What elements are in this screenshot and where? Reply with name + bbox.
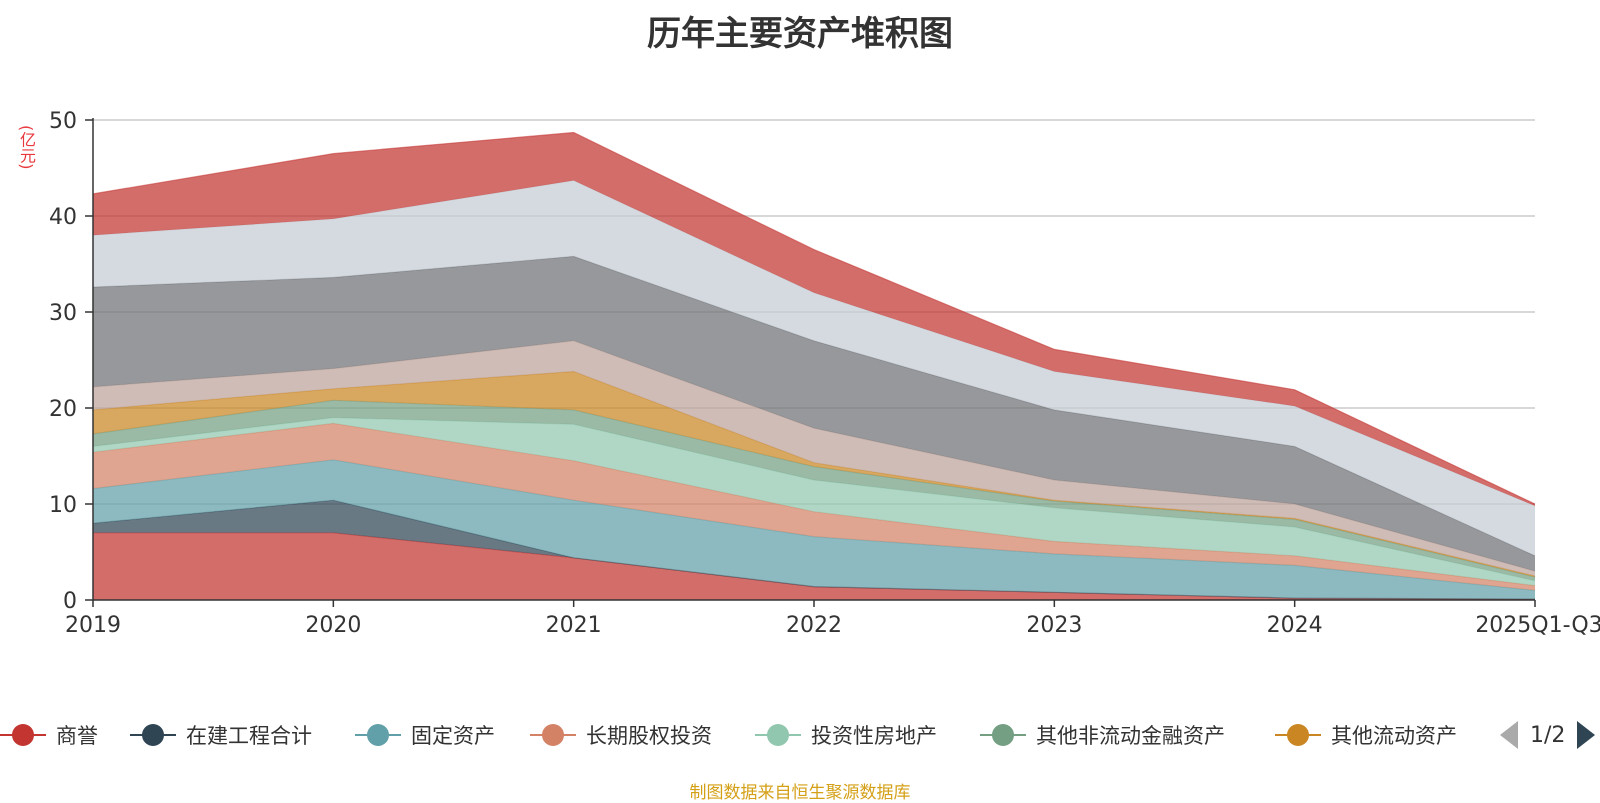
y-tick-label: 0 [63, 589, 77, 614]
legend-item-2[interactable]: 固定资产 [355, 715, 495, 755]
legend-label: 其他流动资产 [1331, 724, 1457, 748]
y-tick-label: 40 [49, 205, 77, 230]
area-layer [92, 131, 1536, 600]
legend-swatch-icon [1275, 720, 1321, 750]
legend-item-4[interactable]: 投资性房地产 [755, 715, 937, 755]
legend-item-3[interactable]: 长期股权投资 [530, 715, 712, 755]
legend-swatch-icon [980, 720, 1026, 750]
area-series-0[interactable] [93, 532, 1535, 600]
legend-label: 固定资产 [411, 724, 495, 748]
area-series-edge-10 [92, 131, 1536, 505]
legend-pager: 1/2 [1500, 715, 1596, 755]
x-tick-label: 2019 [65, 613, 121, 638]
legend-swatch-icon [130, 720, 176, 750]
legend-swatch-icon [0, 720, 46, 750]
legend-label: 在建工程合计 [186, 724, 312, 748]
source-note: 制图数据来自恒生聚源数据库 [689, 783, 911, 803]
axis-layer: 0 10 20 30 40 50 2019 2020 2021 2022 2023 2024 2025Q… [49, 109, 1600, 638]
legend-item-6[interactable]: 其他流动资产 [1275, 715, 1457, 755]
area-series-5[interactable] [93, 400, 1535, 581]
x-tick-label: 2021 [546, 613, 602, 638]
chart-title: 历年主要资产堆积图 [647, 14, 953, 54]
legend-item-1[interactable]: 在建工程合计 [130, 715, 312, 755]
x-tick-label: 2022 [786, 613, 842, 638]
x-tick-label: 2023 [1026, 613, 1082, 638]
chart-plot: 0 10 20 30 40 50 2019 2020 2021 2022 2023 2024 2025Q… [49, 109, 1600, 638]
y-tick-label: 20 [49, 397, 77, 422]
legend-prev-page-icon[interactable] [1500, 721, 1518, 749]
area-series-8[interactable] [93, 256, 1535, 572]
y-tick-label: 30 [49, 301, 77, 326]
legend: 商誉 在建工程合计 固定资产 长期股权投资 投资性房地产 其他非流动金融资产 其他流动资产 … [0, 715, 1600, 755]
legend-page-indicator: 1/2 [1530, 722, 1566, 748]
legend-swatch-icon [355, 720, 401, 750]
x-tick-label: 2020 [305, 613, 361, 638]
area-series-2[interactable] [93, 459, 1535, 599]
y-tick-label: 50 [49, 109, 77, 134]
area-series-7[interactable] [93, 340, 1535, 576]
legend-label: 投资性房地产 [811, 724, 937, 748]
legend-item-5[interactable]: 其他非流动金融资产 [980, 715, 1225, 755]
x-tick-label: 2024 [1267, 613, 1323, 638]
y-tick-label: 10 [49, 493, 77, 518]
area-series-4[interactable] [93, 417, 1535, 586]
y-axis-unit-label: (亿元) [17, 125, 36, 170]
legend-item-0[interactable]: 商誉 [0, 715, 98, 755]
legend-swatch-icon [755, 720, 801, 750]
legend-swatch-icon [530, 720, 576, 750]
area-series-1[interactable] [93, 500, 1535, 599]
legend-label: 长期股权投资 [586, 724, 712, 748]
legend-label: 商誉 [56, 724, 98, 748]
legend-label: 其他非流动金融资产 [1036, 724, 1225, 748]
legend-next-page-icon[interactable] [1577, 721, 1596, 749]
x-tick-label: 2025Q1-Q3 [1475, 613, 1600, 638]
